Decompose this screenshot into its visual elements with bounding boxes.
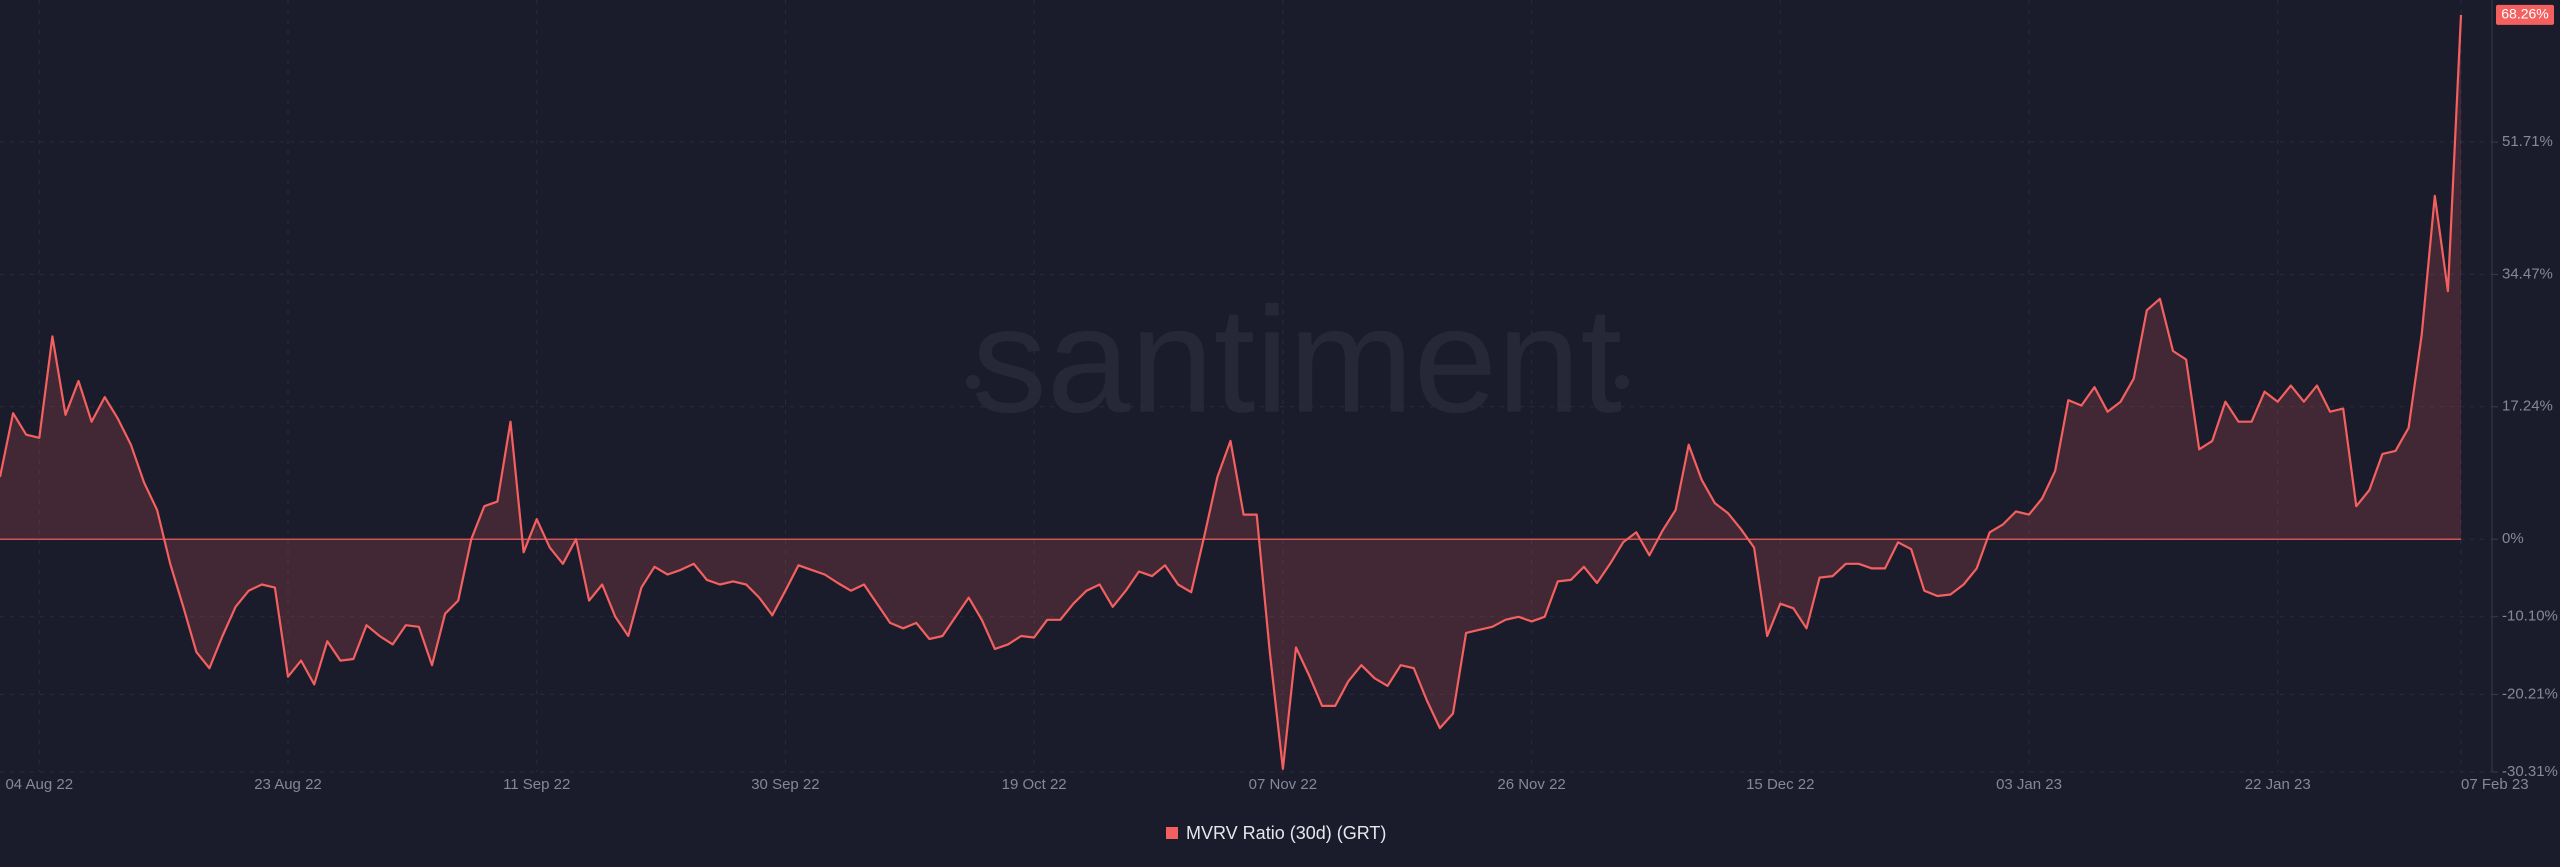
x-tick-label: 11 Sep 22: [503, 776, 570, 793]
watermark: santiment: [972, 276, 1622, 444]
y-tick-label: 34.47%: [2502, 265, 2553, 282]
y-tick-label: -10.10%: [2502, 608, 2558, 625]
y-tick-label: -20.21%: [2502, 685, 2558, 702]
legend-label: MVRV Ratio (30d) (GRT): [1186, 823, 1386, 843]
x-tick-label: 22 Jan 23: [2245, 776, 2311, 793]
x-tick-label: 15 Dec 22: [1746, 776, 1814, 793]
y-tick-label: -30.31%: [2502, 763, 2558, 780]
watermark-dot: [966, 375, 980, 389]
x-tick-label: 07 Feb 23: [2461, 776, 2529, 793]
x-tick-label: 04 Aug 22: [5, 776, 73, 793]
legend-swatch: [1166, 827, 1178, 839]
x-tick-label: 07 Nov 22: [1249, 776, 1317, 793]
x-tick-label: 26 Nov 22: [1497, 776, 1565, 793]
last-value-label: 68.26%: [2501, 6, 2548, 22]
y-tick-label: 51.71%: [2502, 133, 2553, 150]
line: [0, 14, 2463, 770]
last-value-badge: [2496, 4, 2554, 25]
x-tick-label: 23 Aug 22: [254, 776, 322, 793]
x-tick-label: 30 Sep 22: [751, 776, 819, 793]
x-tick-label: 03 Jan 23: [1996, 776, 2062, 793]
legend-item: MVRV Ratio (30d) (GRT): [1166, 823, 1386, 843]
y-tick-label: 0%: [2502, 530, 2524, 547]
y-tick-label: 17.24%: [2502, 398, 2553, 415]
watermark-dot: [1615, 375, 1629, 389]
area: [0, 14, 2461, 769]
x-tick-label: 19 Oct 22: [1002, 776, 1067, 793]
